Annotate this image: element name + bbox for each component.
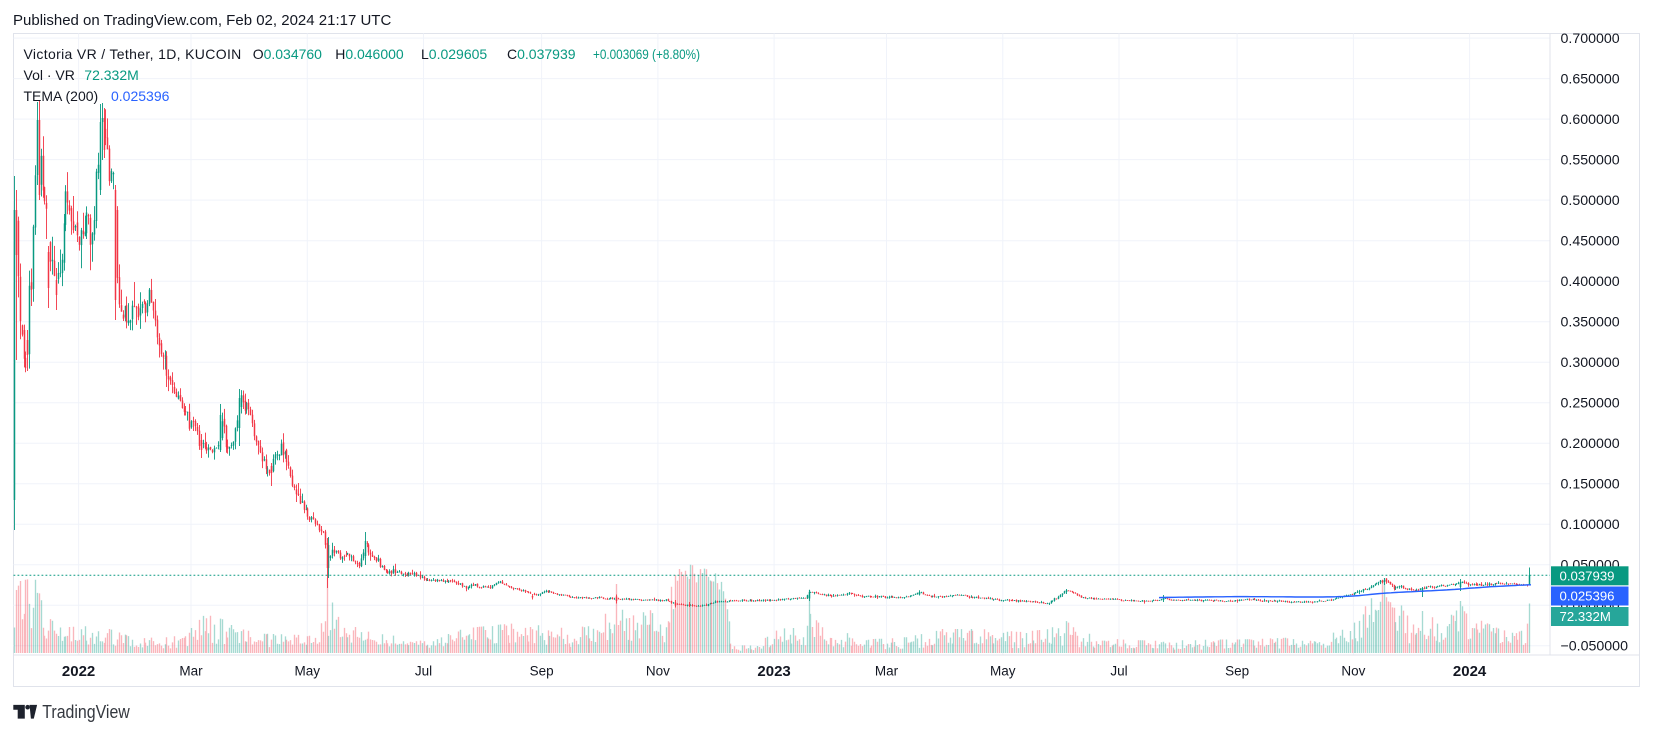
svg-text:Jul: Jul bbox=[415, 664, 432, 679]
svg-text:0.400000: 0.400000 bbox=[1561, 274, 1620, 290]
svg-text:Nov: Nov bbox=[646, 664, 670, 679]
svg-text:H0.046000: H0.046000 bbox=[335, 46, 404, 62]
svg-text:0.025396: 0.025396 bbox=[111, 88, 170, 104]
svg-text:−0.050000: −0.050000 bbox=[1561, 639, 1629, 655]
svg-text:0.250000: 0.250000 bbox=[1561, 396, 1620, 412]
svg-text:0.025396: 0.025396 bbox=[1560, 589, 1615, 604]
svg-text:O0.034760: O0.034760 bbox=[253, 46, 322, 62]
svg-text:0.350000: 0.350000 bbox=[1561, 315, 1620, 331]
svg-text:May: May bbox=[295, 664, 321, 679]
svg-text:Victoria VR / Tether, 1D, KUCO: Victoria VR / Tether, 1D, KUCOIN bbox=[24, 46, 242, 62]
svg-text:Jul: Jul bbox=[1110, 664, 1127, 679]
svg-text:2022: 2022 bbox=[62, 663, 95, 680]
svg-text:0.150000: 0.150000 bbox=[1561, 477, 1620, 493]
svg-text:0.600000: 0.600000 bbox=[1561, 112, 1620, 128]
svg-text:2024: 2024 bbox=[1453, 663, 1487, 680]
svg-text:May: May bbox=[990, 664, 1016, 679]
svg-text:Vol · VR: Vol · VR bbox=[24, 67, 75, 83]
svg-text:Nov: Nov bbox=[1341, 664, 1365, 679]
svg-text:Mar: Mar bbox=[875, 664, 899, 679]
svg-text:+0.003069 (+8.80%): +0.003069 (+8.80%) bbox=[593, 46, 700, 62]
svg-text:0.450000: 0.450000 bbox=[1561, 234, 1620, 250]
svg-text:Mar: Mar bbox=[179, 664, 203, 679]
svg-text:Published on TradingView.com,: Published on TradingView.com, Feb 02, 20… bbox=[13, 12, 391, 29]
svg-text:0.550000: 0.550000 bbox=[1561, 152, 1620, 168]
svg-text:0.200000: 0.200000 bbox=[1561, 436, 1620, 452]
svg-text:72.332M: 72.332M bbox=[1560, 609, 1611, 624]
svg-text:0.700000: 0.700000 bbox=[1561, 31, 1620, 47]
svg-text:0.037939: 0.037939 bbox=[1560, 569, 1615, 584]
svg-text:C0.037939: C0.037939 bbox=[507, 46, 576, 62]
svg-text:Sep: Sep bbox=[1225, 664, 1249, 679]
svg-text:2023: 2023 bbox=[757, 663, 790, 680]
svg-text:TradingView: TradingView bbox=[42, 702, 130, 722]
svg-text:72.332M: 72.332M bbox=[84, 67, 138, 83]
svg-text:L0.029605: L0.029605 bbox=[421, 46, 487, 62]
svg-text:0.500000: 0.500000 bbox=[1561, 193, 1620, 209]
svg-text:0.650000: 0.650000 bbox=[1561, 71, 1620, 87]
svg-text:Sep: Sep bbox=[530, 664, 554, 679]
svg-text:0.300000: 0.300000 bbox=[1561, 355, 1620, 371]
svg-text:0.100000: 0.100000 bbox=[1561, 517, 1620, 533]
svg-text:TEMA (200): TEMA (200) bbox=[24, 88, 99, 104]
